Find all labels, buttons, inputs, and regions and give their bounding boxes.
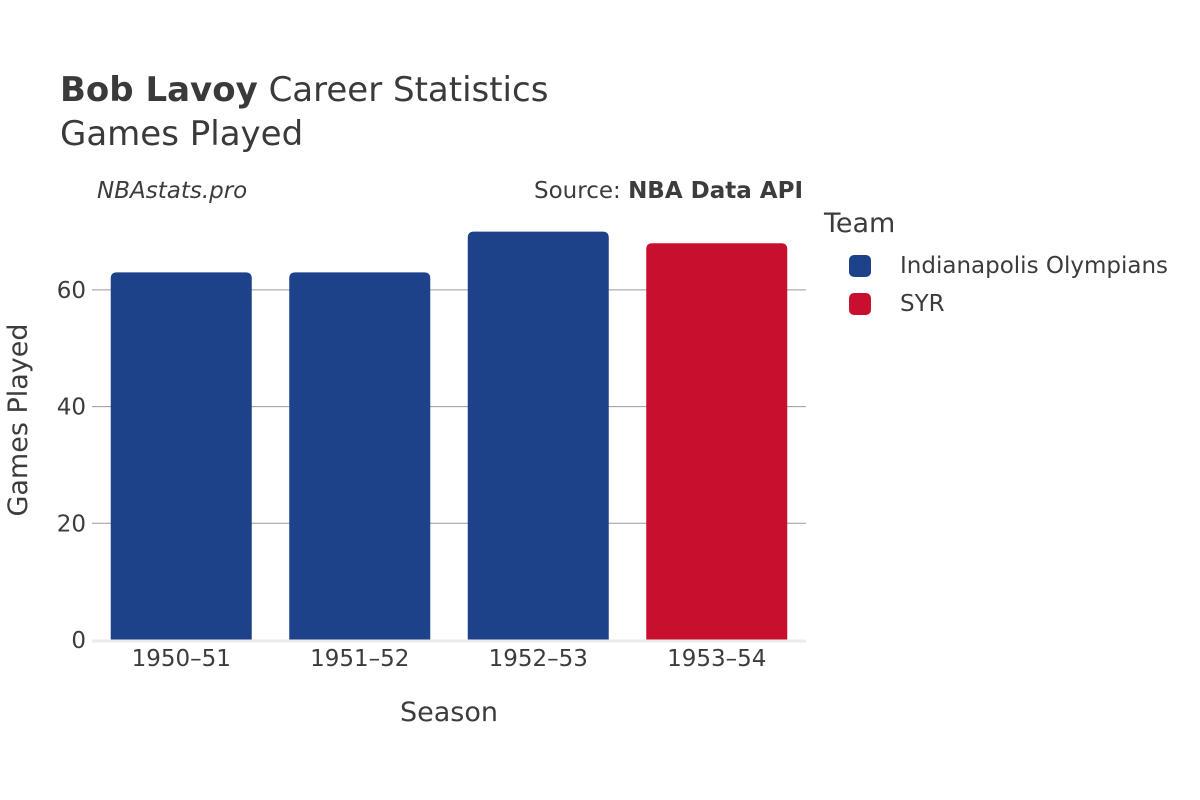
bar: [467, 231, 609, 640]
x-tick-label: 1952–53: [489, 646, 588, 672]
source-name: NBA Data API: [628, 178, 803, 204]
y-tick-label: 20: [57, 511, 86, 537]
legend-title: Team: [824, 208, 896, 239]
x-tick-label: 1951–52: [310, 646, 409, 672]
y-axis-title: Games Played: [3, 323, 34, 516]
y-tick-label: 60: [57, 278, 86, 304]
source-credit: Source: NBA Data API: [534, 178, 803, 204]
x-tick-label: 1950–51: [132, 646, 231, 672]
bar: [289, 272, 431, 640]
legend: Team Indianapolis Olympians SYR: [824, 208, 1168, 323]
bar: [646, 243, 788, 640]
x-tick-label: 1953–54: [667, 646, 766, 672]
legend-swatch: [849, 255, 871, 277]
title-rest: Career Statistics: [268, 70, 549, 110]
chart-subtitle: Games Played: [60, 114, 304, 154]
legend-swatch: [849, 293, 871, 315]
legend-label: SYR: [900, 291, 945, 317]
legend-label: Indianapolis Olympians: [900, 253, 1169, 279]
legend-item-syr[interactable]: SYR: [824, 285, 1168, 323]
source-prefix: Source:: [534, 178, 621, 204]
x-axis-title: Season: [400, 697, 498, 728]
y-tick-label: 40: [57, 395, 86, 421]
chart-title: Bob Lavoy Career Statistics: [60, 68, 548, 112]
player-name: Bob Lavoy: [60, 70, 258, 110]
y-tick-label: 0: [71, 628, 86, 654]
bar: [110, 272, 252, 640]
watermark: NBAstats.pro: [97, 178, 248, 204]
legend-item-indianapolis[interactable]: Indianapolis Olympians: [824, 247, 1168, 285]
